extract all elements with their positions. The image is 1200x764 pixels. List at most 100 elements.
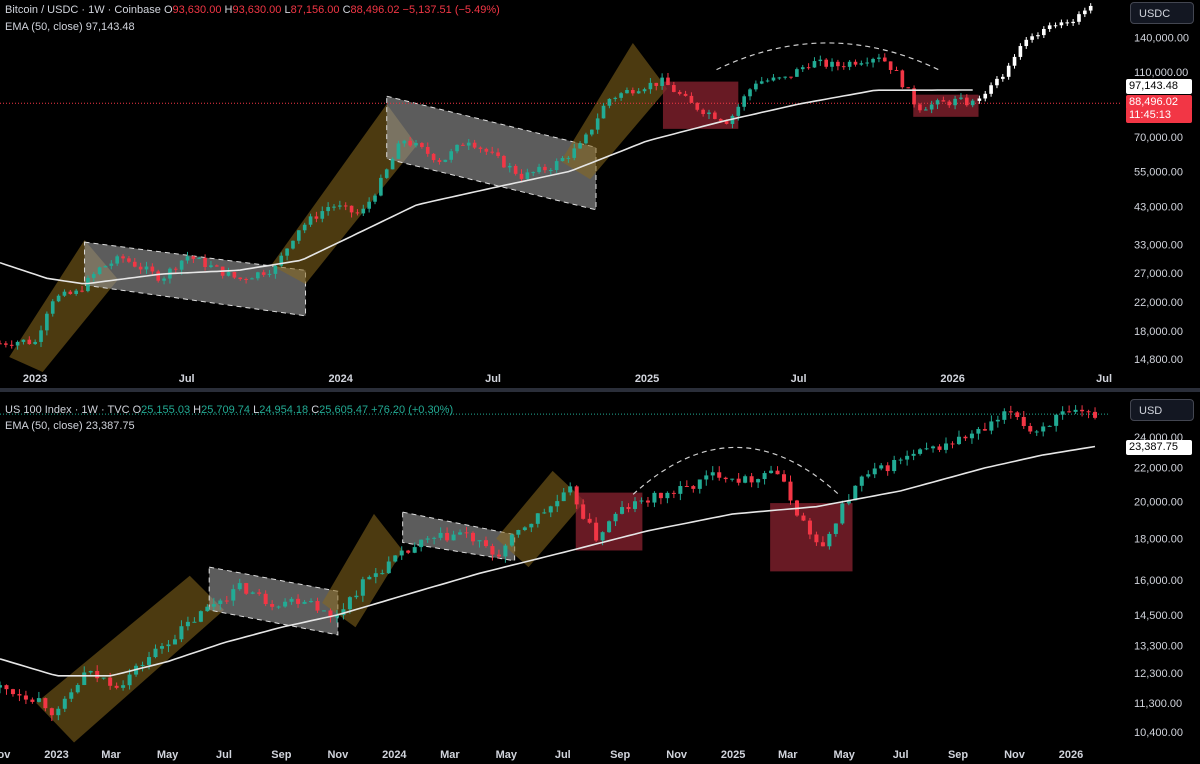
ndx-high-value: 25,709.74 bbox=[201, 404, 251, 416]
candle bbox=[355, 209, 360, 216]
candle bbox=[289, 597, 294, 605]
ndx-open-label: O bbox=[132, 404, 142, 416]
projection-candle bbox=[1006, 62, 1011, 80]
candle-body bbox=[172, 639, 177, 645]
candle-body bbox=[211, 604, 216, 607]
candle bbox=[554, 158, 559, 173]
candle bbox=[45, 311, 49, 336]
time-tick-label: Jul bbox=[179, 373, 195, 385]
candle bbox=[769, 465, 774, 474]
candle-body bbox=[866, 474, 871, 477]
candle-body bbox=[23, 695, 28, 700]
candle-body bbox=[560, 158, 565, 162]
btc-symbol[interactable]: Bitcoin / USDC · 1W · Coinbase bbox=[5, 4, 161, 16]
candle-body bbox=[1054, 414, 1059, 426]
time-tick-label: Nov bbox=[666, 749, 688, 761]
candle bbox=[513, 164, 518, 176]
projection-candle-body bbox=[1053, 25, 1058, 27]
pane-divider[interactable] bbox=[0, 388, 1200, 392]
candle-body bbox=[601, 105, 606, 119]
candle-body bbox=[162, 278, 166, 281]
candle bbox=[95, 665, 100, 683]
candle bbox=[894, 66, 899, 71]
price-tick-label: 14,500.00 bbox=[1134, 610, 1183, 622]
candle bbox=[795, 67, 799, 77]
candle bbox=[1086, 409, 1091, 419]
candle bbox=[677, 90, 682, 96]
candle bbox=[270, 600, 275, 611]
ndx-chart-canvas[interactable]: 24,000.0022,000.0020,000.0018,000.0016,0… bbox=[0, 392, 1200, 764]
candle-body bbox=[888, 61, 893, 70]
candle bbox=[297, 230, 301, 244]
candle bbox=[103, 265, 108, 268]
candle-body bbox=[62, 291, 67, 296]
candle bbox=[291, 240, 295, 250]
candle bbox=[754, 80, 758, 92]
btc-chart-pane[interactable]: 140,000.00 110,000.00 70,000.00 55,000.00 43… bbox=[0, 0, 1200, 388]
candle bbox=[455, 144, 459, 154]
candle-body bbox=[853, 61, 858, 65]
price-axis: 24,000.0022,000.0020,000.0018,000.0016,0… bbox=[1134, 432, 1183, 739]
candle-body bbox=[231, 589, 236, 601]
candle bbox=[285, 248, 289, 261]
candle bbox=[257, 588, 262, 596]
btc-last-price-tag: 88,496.02 bbox=[1126, 95, 1192, 110]
candle bbox=[153, 644, 158, 659]
candle-body bbox=[91, 274, 96, 278]
candle-body bbox=[625, 90, 629, 94]
candle-body bbox=[144, 266, 149, 270]
projection-candle bbox=[977, 95, 982, 104]
ndx-currency-button[interactable]: USD bbox=[1130, 399, 1194, 421]
projection-candle bbox=[1083, 7, 1087, 18]
btc-currency-button[interactable]: USDC bbox=[1130, 2, 1194, 24]
candle-body bbox=[238, 277, 243, 280]
candle bbox=[343, 202, 348, 211]
candle bbox=[543, 164, 547, 174]
consolidation-channel bbox=[402, 511, 516, 562]
candle bbox=[525, 168, 530, 181]
btc-ema-label[interactable]: EMA (50, close) bbox=[5, 21, 83, 33]
time-tick-label: 2024 bbox=[328, 373, 353, 385]
candle-body bbox=[900, 70, 905, 88]
candle-body bbox=[788, 481, 793, 501]
ndx-chart-pane[interactable]: 24,000.00 22,000.00 20,000.00 18,000.00 16,0… bbox=[0, 392, 1200, 764]
candle bbox=[906, 87, 911, 89]
price-tick-label: 70,000.00 bbox=[1134, 132, 1183, 144]
candle-body bbox=[879, 465, 884, 469]
btc-chart-canvas[interactable]: 140,000.00 110,000.00 70,000.00 55,000.00 43… bbox=[0, 0, 1200, 388]
candle bbox=[601, 102, 606, 119]
candle-body bbox=[431, 153, 436, 161]
candle bbox=[555, 494, 560, 513]
candle-body bbox=[765, 80, 770, 82]
candle bbox=[736, 472, 741, 486]
ndx-symbol[interactable]: US 100 Index · 1W · TVC bbox=[5, 404, 130, 416]
candle-body bbox=[343, 205, 348, 207]
candle bbox=[443, 159, 448, 163]
candle-body bbox=[379, 177, 383, 196]
candle bbox=[109, 260, 114, 270]
candle bbox=[191, 255, 196, 264]
ndx-ema-label[interactable]: EMA (50, close) bbox=[5, 420, 83, 432]
candle bbox=[1093, 407, 1098, 420]
candle-body bbox=[935, 100, 940, 105]
candle bbox=[995, 415, 1000, 428]
btc-high-label: H bbox=[224, 4, 233, 16]
candle-body bbox=[82, 672, 87, 686]
candle-body bbox=[502, 155, 506, 168]
candle bbox=[959, 93, 963, 101]
candle-body bbox=[548, 170, 553, 172]
btc-ema-price-tag: 97,143.48 bbox=[1126, 79, 1192, 94]
uptrend-channel bbox=[271, 104, 417, 284]
candle bbox=[367, 197, 371, 213]
candle bbox=[814, 531, 819, 546]
candle bbox=[56, 294, 61, 303]
time-tick-label: Jul bbox=[791, 373, 807, 385]
candle bbox=[56, 706, 61, 721]
candle-body bbox=[531, 172, 536, 174]
candle-body bbox=[88, 670, 93, 673]
candle-body bbox=[924, 448, 929, 450]
candle bbox=[232, 271, 237, 280]
candle-body bbox=[872, 468, 877, 475]
candle bbox=[367, 575, 372, 580]
candle-body bbox=[1008, 411, 1013, 413]
